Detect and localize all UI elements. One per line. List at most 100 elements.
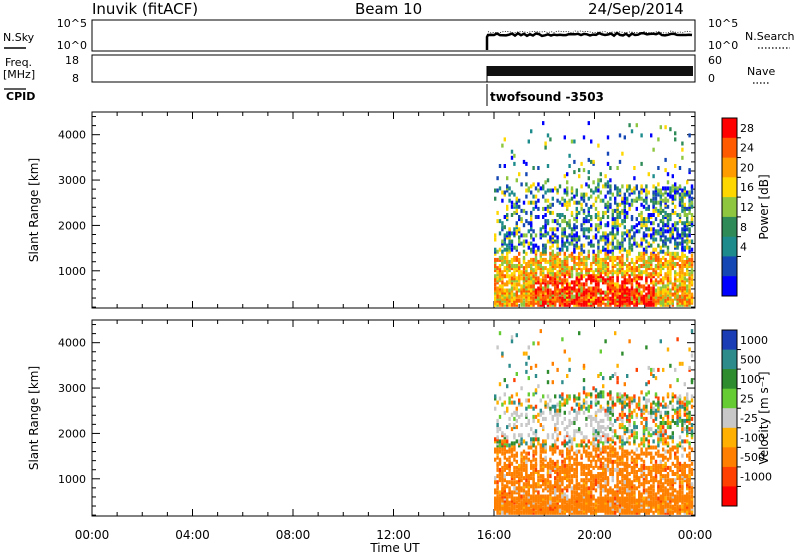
- scatter-cell: [558, 449, 562, 454]
- scatter-cell: [561, 449, 564, 454]
- scatter-cell: [544, 198, 547, 203]
- scatter-cell: [678, 200, 682, 205]
- scatter-cell: [602, 455, 605, 460]
- scatter-cell: [506, 498, 509, 503]
- scatter-cell: [599, 457, 602, 462]
- scatter-cell: [688, 206, 691, 211]
- scatter-cell: [638, 502, 641, 507]
- scatter-cell: [578, 294, 581, 299]
- scatter-cell: [496, 266, 499, 271]
- scatter-cell: [650, 367, 653, 372]
- scatter-cell: [594, 274, 598, 279]
- scatter-cell: [635, 470, 638, 474]
- scatter-cell: [513, 264, 516, 268]
- scatter-cell: [515, 500, 518, 505]
- scatter-cell: [650, 233, 653, 238]
- scatter-cell: [532, 508, 535, 513]
- scatter-cell: [662, 284, 665, 289]
- scatter-cell: [623, 496, 626, 501]
- scatter-cell: [503, 488, 506, 493]
- scatter-cell: [676, 494, 679, 499]
- scatter-cell: [626, 478, 629, 483]
- scatter-cell: [573, 457, 576, 462]
- scatter-cell: [676, 188, 679, 193]
- scatter-cell: [645, 488, 648, 493]
- scatter-cell: [678, 488, 682, 493]
- scatter-cell: [599, 294, 602, 299]
- scatter-cell: [666, 472, 670, 476]
- scatter-cell: [542, 506, 545, 511]
- scatter-cell: [587, 253, 590, 258]
- scatter-cell: [530, 266, 533, 271]
- scatter-cell: [654, 459, 658, 464]
- scatter-cell: [623, 270, 626, 275]
- scatter-cell: [594, 437, 598, 442]
- scatter-cell: [657, 166, 660, 170]
- scatter-cell: [606, 255, 610, 260]
- scatter-cell: [678, 266, 682, 271]
- scatter-cell: [587, 498, 590, 503]
- scatter-cell: [652, 406, 655, 411]
- scatter-cell: [657, 433, 660, 438]
- scatter-cell: [623, 404, 626, 409]
- scatter-cell: [594, 463, 598, 468]
- scatter-cell: [654, 445, 658, 450]
- scatter-cell: [616, 262, 619, 266]
- scatter-cell: [549, 288, 552, 293]
- scatter-cell: [525, 194, 528, 199]
- scatter-cell: [575, 268, 578, 273]
- scatter-cell: [561, 247, 564, 252]
- scatter-cell: [633, 470, 636, 474]
- scatter-cell: [671, 484, 674, 489]
- scatter-cell: [592, 510, 595, 515]
- scatter-cell: [674, 204, 677, 209]
- scatter-cell: [546, 478, 550, 483]
- scatter-cell: [582, 498, 586, 503]
- scatter-cell: [690, 380, 694, 385]
- nsky-tick-top: 10^5: [57, 17, 87, 30]
- scatter-cell: [573, 280, 576, 285]
- scatter-cell: [594, 206, 598, 211]
- scatter-cell: [597, 421, 600, 425]
- scatter-cell: [630, 498, 634, 503]
- scatter-cell: [597, 217, 600, 222]
- scatter-cell: [616, 190, 619, 195]
- scatter-cell: [681, 480, 684, 485]
- scatter-cell: [609, 457, 612, 462]
- scatter-cell: [642, 425, 646, 430]
- scatter-cell: [554, 259, 557, 264]
- scatter-cell: [606, 459, 610, 464]
- scatter-cell: [496, 429, 499, 434]
- scatter-cell: [633, 478, 636, 483]
- scatter-cell: [542, 278, 545, 283]
- scatter-cell: [633, 435, 636, 440]
- scatter-cell: [683, 382, 686, 387]
- scatter-cell: [510, 449, 514, 454]
- scatter-cell: [556, 408, 559, 413]
- scatter-cell: [681, 280, 684, 285]
- scatter-cell: [563, 302, 566, 307]
- scatter-cell: [681, 427, 684, 432]
- scatter-cell: [686, 227, 689, 232]
- scatter-cell: [686, 453, 689, 458]
- scatter-cell: [606, 161, 610, 166]
- scatter-cell: [549, 398, 552, 403]
- scatter-cell: [638, 508, 641, 513]
- scatter-cell: [506, 472, 509, 476]
- scatter-cell: [686, 288, 689, 293]
- nsearch-tick-bottom: 10^0: [708, 39, 738, 52]
- scatter-cell: [532, 182, 535, 187]
- scatter-cell: [522, 476, 526, 481]
- scatter-cell: [534, 498, 538, 503]
- scatter-cell: [683, 286, 686, 291]
- scatter-cell: [554, 290, 557, 295]
- scatter-cell: [681, 264, 684, 268]
- scatter-cell: [628, 484, 631, 489]
- scatter-cell: [618, 480, 622, 485]
- cpid-label: CPID: [6, 90, 35, 103]
- scatter-cell: [674, 445, 677, 450]
- scatter-cell: [506, 492, 509, 497]
- scatter-cell: [611, 412, 614, 417]
- scatter-cell: [638, 229, 641, 234]
- scatter-cell: [530, 284, 533, 289]
